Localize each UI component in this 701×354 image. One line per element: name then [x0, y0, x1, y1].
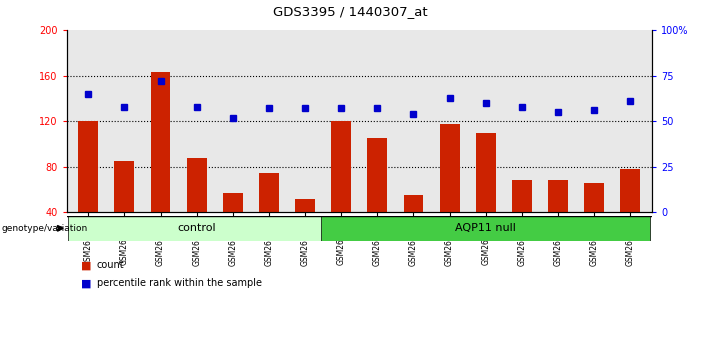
Text: ■: ■	[81, 278, 91, 288]
Bar	[151, 72, 170, 212]
Text: genotype/variation: genotype/variation	[1, 224, 88, 233]
Text: GDS3395 / 1440307_at: GDS3395 / 1440307_at	[273, 5, 428, 18]
Bar	[295, 199, 315, 212]
Bar	[620, 169, 640, 212]
Bar	[69, 216, 325, 241]
Bar	[332, 121, 351, 212]
Bar	[476, 133, 496, 212]
Text: count: count	[97, 261, 124, 270]
Bar	[584, 183, 604, 212]
Text: percentile rank within the sample: percentile rank within the sample	[97, 278, 261, 288]
Text: control: control	[177, 223, 216, 233]
Bar	[186, 158, 207, 212]
Bar	[512, 181, 532, 212]
Bar	[440, 124, 460, 212]
Bar	[259, 172, 279, 212]
Bar	[367, 138, 387, 212]
Text: AQP11 null: AQP11 null	[455, 223, 516, 233]
Bar	[114, 161, 135, 212]
Text: ■: ■	[81, 261, 91, 270]
Bar	[548, 181, 568, 212]
Bar	[79, 121, 98, 212]
Bar	[404, 195, 423, 212]
Bar	[321, 216, 650, 241]
Bar	[223, 193, 243, 212]
